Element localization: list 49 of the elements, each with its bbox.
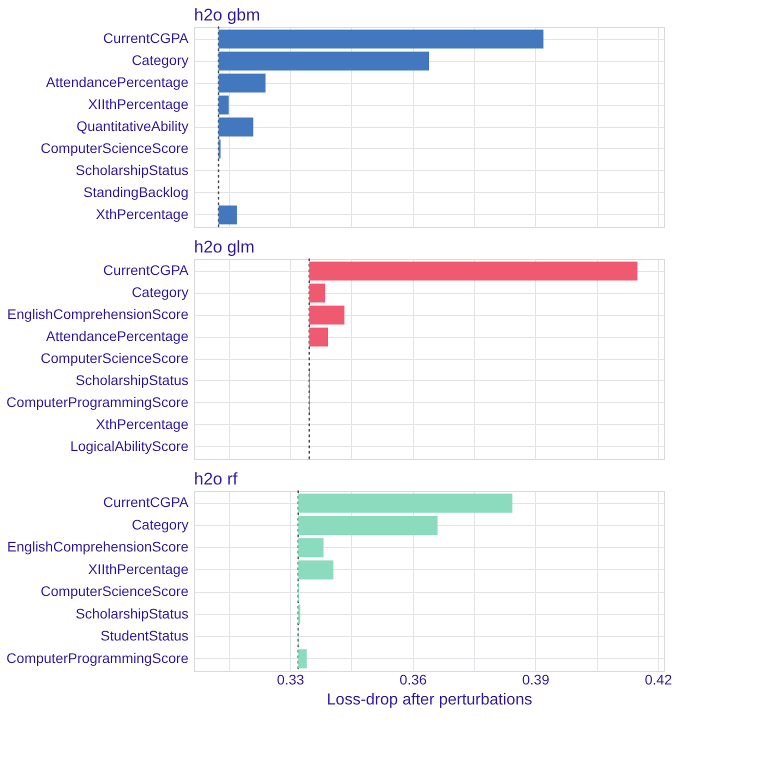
bar [218,96,229,114]
y-tick-label: ScholarshipStatus [76,162,188,178]
y-tick-label: XIIthPercentage [88,560,189,577]
y-tick-label: XthPercentage [96,206,189,222]
bar [309,284,326,303]
y-tick-label: CurrentCGPA [103,494,190,510]
y-tick-label: ComputerScienceScore [40,350,189,366]
bar [298,538,324,558]
bar [218,30,544,49]
chart-title: h2o rf [194,469,238,488]
bar [218,205,237,224]
y-tick-label: XIIthPercentage [88,96,189,112]
bar [298,560,334,580]
x-axis-title: Loss-drop after perturbations [326,692,532,708]
y-tick-label: AttendancePercentage [46,328,189,344]
y-tick-label: Category [132,52,188,68]
x-tick-label: 0.36 [400,672,427,688]
y-tick-label: AttendancePercentage [46,74,189,90]
bar [309,262,638,281]
bar [218,52,429,71]
y-tick-label: StudentStatus [100,628,188,644]
y-tick-label: ScholarshipStatus [76,372,188,388]
y-tick-label: CurrentCGPA [103,30,190,46]
y-tick-label: XthPercentage [96,416,189,432]
y-tick-label: Category [132,284,188,300]
y-tick-label: EnglishComprehensionScore [7,538,189,555]
y-tick-label: StandingBacklog [83,184,188,200]
bar [298,516,438,536]
y-tick-label: ComputerProgrammingScore [6,394,189,410]
x-tick-label: 0.39 [522,672,550,688]
y-tick-label: ComputerProgrammingScore [6,650,189,666]
bar [298,494,512,513]
bar [218,118,254,136]
chart-title: h2o gbm [194,5,260,24]
y-tick-label: ComputerScienceScore [40,140,189,156]
y-tick-label: EnglishComprehensionScore [7,306,189,322]
bar [218,74,266,92]
y-tick-label: QuantitativeAbility [76,118,188,134]
bar [298,649,307,668]
y-tick-label: ScholarshipStatus [76,605,188,622]
y-tick-label: ComputerScienceScore [40,583,189,600]
bar [309,306,344,324]
x-tick-label: 0.33 [276,672,304,688]
chart-title: h2o glm [194,237,254,256]
bar [309,328,328,346]
y-tick-label: Category [132,516,188,532]
y-tick-label: CurrentCGPA [103,262,190,278]
x-tick-label: 0.42 [644,672,672,688]
y-tick-label: LogicalAbilityScore [70,438,189,454]
